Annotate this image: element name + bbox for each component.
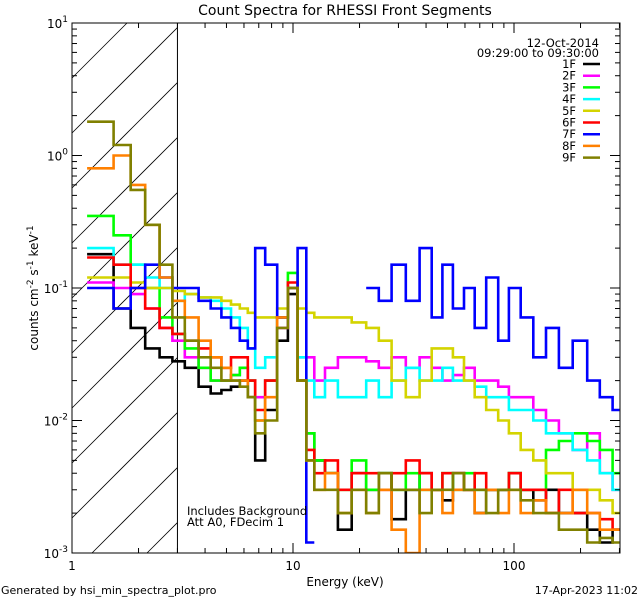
hatch-line xyxy=(71,357,178,464)
chart-title: Count Spectra for RHESSI Front Segments xyxy=(198,3,492,19)
series-8F xyxy=(87,154,620,553)
legend-label-6F: 6F xyxy=(562,116,576,130)
footer-generated-by: Generated by hsi_min_spectra_plot.pro xyxy=(1,584,217,597)
series-7F xyxy=(87,246,620,544)
legend-label-4F: 4F xyxy=(562,92,576,106)
legend-label-3F: 3F xyxy=(562,80,576,94)
x-axis-label: Energy (keV) xyxy=(306,575,383,589)
hatch-line xyxy=(71,192,178,299)
time-range-label: 09:29:00 to 09:30:00 xyxy=(477,46,599,60)
series-5F xyxy=(87,276,620,515)
hatch-line xyxy=(71,22,128,79)
legend-label-9F: 9F xyxy=(562,151,576,165)
date-label: 12-Oct-2014 xyxy=(527,36,599,50)
hatch-line xyxy=(71,247,178,354)
x-tick-label: 1 xyxy=(68,559,76,573)
x-tick-label: 10 xyxy=(285,559,300,573)
series-3F xyxy=(87,214,620,492)
hatch-line xyxy=(71,82,178,189)
y-tick-label: 100 xyxy=(47,148,68,164)
y-tick-label: 101 xyxy=(47,15,68,31)
x-tick-label: 100 xyxy=(503,559,526,573)
legend-label-7F: 7F xyxy=(562,127,576,141)
hatch-line xyxy=(91,467,178,554)
annotation-background: Includes Background xyxy=(187,504,307,518)
y-axis-label: counts cm-2 s-1 keV-1 xyxy=(26,225,41,350)
footer-timestamp: 17-Apr-2023 11:02 xyxy=(535,584,638,597)
legend-label-1F: 1F xyxy=(562,57,576,71)
series-9F xyxy=(87,120,620,544)
hatch-line xyxy=(71,27,178,134)
y-tick-label: 10-1 xyxy=(44,280,68,296)
hatch-line xyxy=(71,137,178,244)
y-tick-label: 10-2 xyxy=(44,413,68,429)
hatch-line xyxy=(71,412,178,519)
legend-label-2F: 2F xyxy=(562,69,576,83)
legend-label-8F: 8F xyxy=(562,139,576,153)
annotation-attenuator: Att A0, FDecim 1 xyxy=(187,515,284,529)
y-tick-label: 10-3 xyxy=(44,545,68,561)
legend-label-5F: 5F xyxy=(562,104,576,118)
series-4F xyxy=(87,246,620,492)
hatch-line xyxy=(146,522,178,554)
